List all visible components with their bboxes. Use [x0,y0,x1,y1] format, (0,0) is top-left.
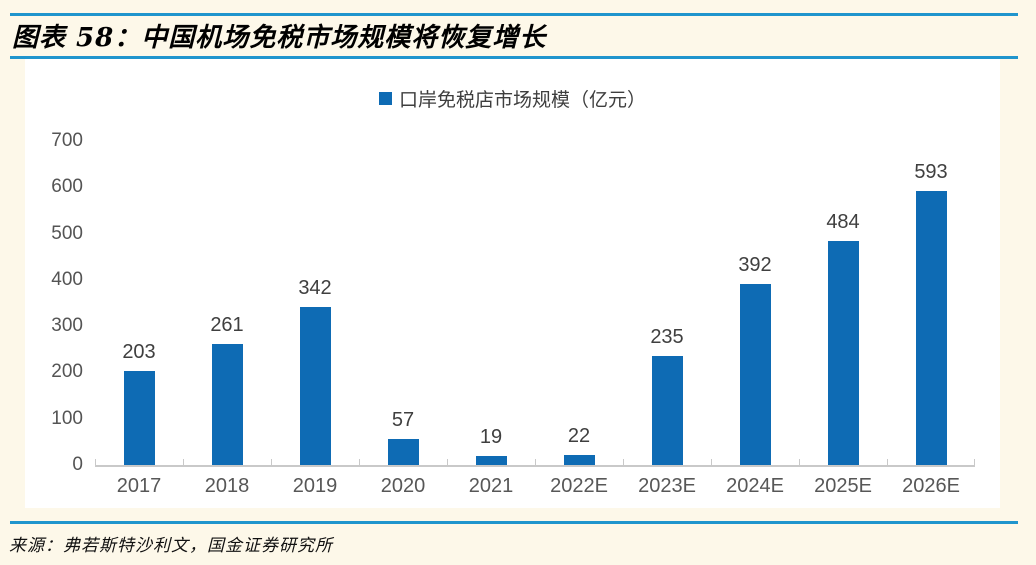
x-axis-label-2024E: 2024E [726,475,784,497]
legend-swatch-icon [378,92,392,105]
x-axis-tick-mark [95,459,96,465]
y-axis-tick-label: 300 [51,315,83,337]
x-axis-tick-mark [271,459,272,465]
y-axis-tick-label: 600 [51,176,83,198]
bottom-divider [10,521,1018,524]
x-axis-label-2017: 2017 [116,475,162,497]
bar-value-label: 22 [567,425,591,447]
top-divider [10,13,1018,16]
bar-2019 [300,307,331,465]
y-axis-tick-label: 100 [51,407,83,429]
y-axis-tick-label: 200 [51,361,83,383]
y-axis-tick-label: 400 [51,268,83,290]
y-axis-tick-label: 700 [51,130,83,151]
bar-2018 [212,344,243,465]
source-text: 来源：弗若斯特沙利文，国金证券研究所 [9,536,333,556]
bar-value-label: 203 [122,341,156,363]
bar-value-label: 235 [650,326,684,348]
bar-2022E [564,455,595,465]
x-axis-label-2025E: 2025E [814,475,872,497]
bar-2023E [652,356,683,465]
x-axis-label-2021: 2021 [468,475,514,497]
title-divider [10,56,1018,59]
legend-label: 口岸免税店市场规模（亿元） [398,90,646,111]
plot-area: 203 261 342 57 19 22 235 392 484 593 [95,141,975,467]
x-axis-tick-mark [974,459,975,465]
chart-panel: 口岸免税店市场规模（亿元） 203 261 342 57 19 22 235 392 484 59… [25,59,1000,508]
x-axis-labels: 2017 2018 2019 2020 2021 2022E 2023E 2024E 2025E… [95,475,975,498]
x-axis-tick-mark [359,459,360,465]
bar-value-label: 342 [298,277,332,299]
x-axis-label-2018: 2018 [204,475,250,497]
bar-2021 [476,456,507,465]
x-axis-tick-mark [535,459,536,465]
y-axis-tick-label: 500 [51,222,83,244]
x-axis-label-2020: 2020 [380,475,426,497]
bar-2026E [916,191,947,465]
bar-2025E [828,241,859,465]
bar-value-label: 19 [479,426,503,448]
x-axis-label-2022E: 2022E [550,475,608,497]
x-axis-tick-mark [623,459,624,465]
chart-legend: 口岸免税店市场规模（亿元） [25,85,1000,112]
x-axis-label-2023E: 2023E [638,475,696,497]
page-title: 图表 58：中国机场免税市场规模将恢复增长 [12,23,547,53]
bar-2017 [124,371,155,465]
x-axis-tick-mark [887,459,888,465]
bar-value-label: 392 [738,254,772,276]
bar-2020 [388,439,419,465]
bar-value-label: 593 [914,161,948,183]
x-axis-tick-mark [447,459,448,465]
bar-value-label: 261 [210,314,244,336]
x-axis-tick-mark [711,459,712,465]
x-axis-label-2026E: 2026E [902,475,960,497]
bar-value-label: 484 [826,211,860,233]
x-axis-label-2019: 2019 [292,475,338,497]
bar-2024E [740,284,771,465]
x-axis-tick-mark [183,459,184,465]
x-axis-tick-mark [799,459,800,465]
bar-value-label: 57 [391,409,415,431]
y-axis-tick-label: 0 [72,454,83,475]
